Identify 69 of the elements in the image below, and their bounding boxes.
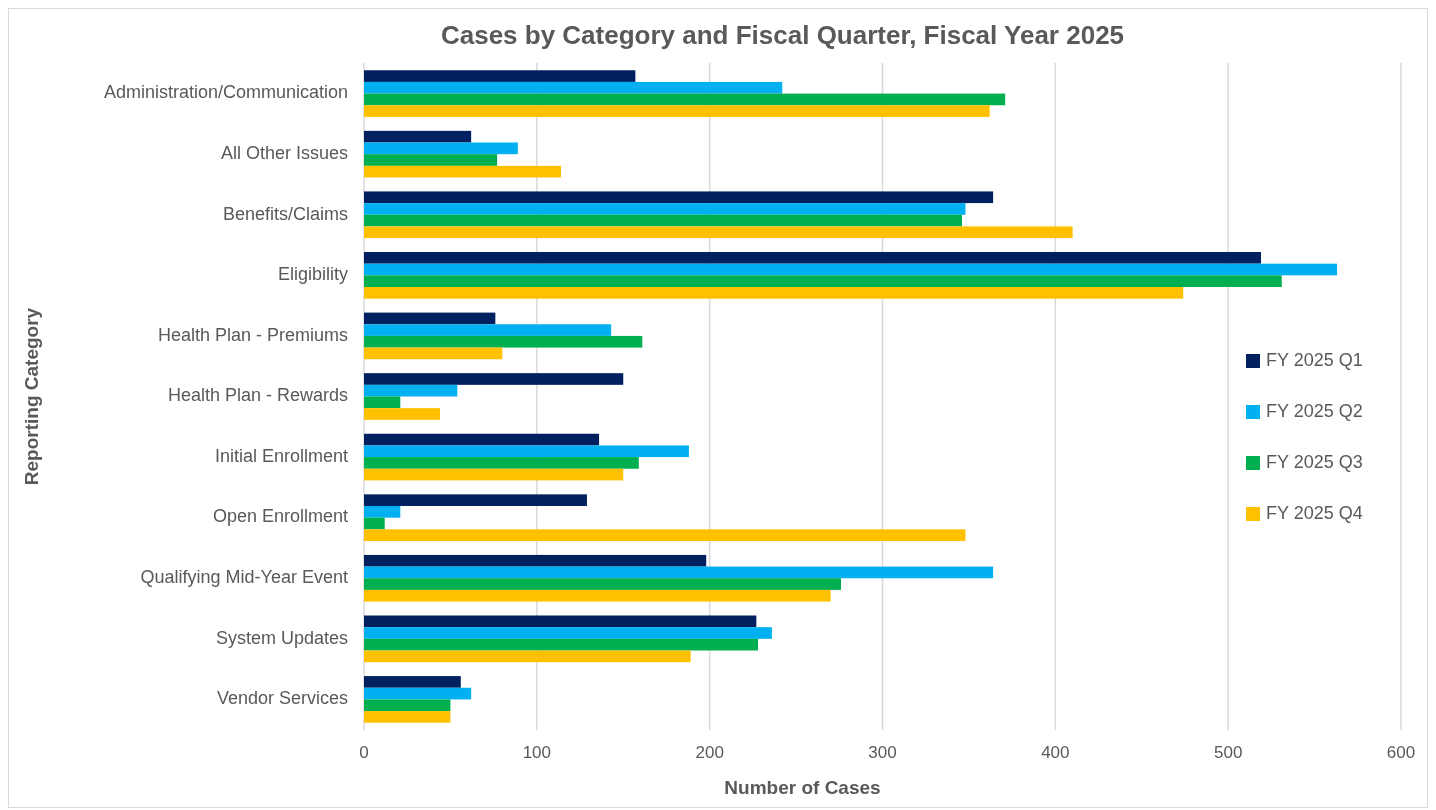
bar xyxy=(364,226,1073,239)
bar xyxy=(364,494,587,506)
bar xyxy=(364,105,990,117)
x-tick-label: 200 xyxy=(695,743,724,762)
x-tick-label: 0 xyxy=(359,743,369,762)
bar xyxy=(364,711,451,723)
bar xyxy=(364,130,472,143)
y-tick-label: Administration/Communication xyxy=(103,82,348,103)
y-axis-title: Reporting Category xyxy=(21,307,42,486)
bar xyxy=(364,615,757,628)
bar xyxy=(364,312,496,325)
bar xyxy=(364,335,643,348)
y-tick-label: Initial Enrollment xyxy=(214,445,348,466)
bar xyxy=(364,578,842,590)
bar xyxy=(364,203,966,215)
legend-label: FY 2025 Q1 xyxy=(1266,349,1363,370)
x-axis-title: Number of Cases xyxy=(724,777,881,798)
bar xyxy=(364,287,1184,299)
y-tick-label: Vendor Services xyxy=(216,688,348,709)
y-tick-label: Eligibility xyxy=(277,264,348,285)
y-tick-label: Health Plan - Premiums xyxy=(157,324,348,345)
bar xyxy=(364,384,458,397)
bar xyxy=(364,191,994,204)
bar xyxy=(364,396,401,409)
y-tick-label: Open Enrollment xyxy=(212,506,348,527)
bar xyxy=(364,263,1338,276)
bar xyxy=(364,214,962,227)
legend-label: FY 2025 Q4 xyxy=(1266,502,1363,523)
bar xyxy=(364,468,624,481)
legend-label: FY 2025 Q2 xyxy=(1266,400,1363,421)
bar xyxy=(364,566,994,579)
bar xyxy=(364,433,600,446)
bar xyxy=(364,445,689,458)
bar xyxy=(364,70,636,82)
bar xyxy=(364,252,1262,264)
bar xyxy=(364,324,612,336)
bar xyxy=(364,676,461,688)
bar xyxy=(364,81,783,94)
bar xyxy=(364,506,401,518)
bar xyxy=(364,408,441,420)
x-tick-label: 100 xyxy=(522,743,552,762)
bar xyxy=(364,589,831,602)
bar xyxy=(364,142,518,155)
bar xyxy=(364,93,1006,106)
bar xyxy=(364,373,624,385)
y-tick-label: All Other Issues xyxy=(220,142,348,163)
bar xyxy=(364,154,498,166)
bar xyxy=(364,699,451,712)
bar xyxy=(364,627,772,639)
bar xyxy=(364,687,472,700)
chart-title: Cases by Category and Fiscal Quarter, Fiscal Year 2025 xyxy=(440,20,1125,50)
bar xyxy=(364,638,759,651)
x-tick-label: 400 xyxy=(1041,743,1070,762)
x-tick-label: 300 xyxy=(868,743,897,762)
legend-label: FY 2025 Q3 xyxy=(1266,451,1363,472)
y-tick-label: Benefits/Claims xyxy=(222,203,348,224)
bar xyxy=(364,650,691,663)
x-tick-label: 600 xyxy=(1386,743,1416,762)
y-tick-label: Health Plan - Rewards xyxy=(167,385,348,406)
bar xyxy=(364,347,503,360)
bar xyxy=(364,275,1282,287)
y-tick-label: Qualifying Mid-Year Event xyxy=(140,566,348,587)
x-tick-label: 500 xyxy=(1213,743,1243,762)
bar xyxy=(364,517,385,530)
bar xyxy=(364,529,966,541)
bar xyxy=(364,457,639,469)
bar xyxy=(364,165,562,178)
bar xyxy=(364,554,707,567)
y-tick-label: System Updates xyxy=(215,627,348,648)
